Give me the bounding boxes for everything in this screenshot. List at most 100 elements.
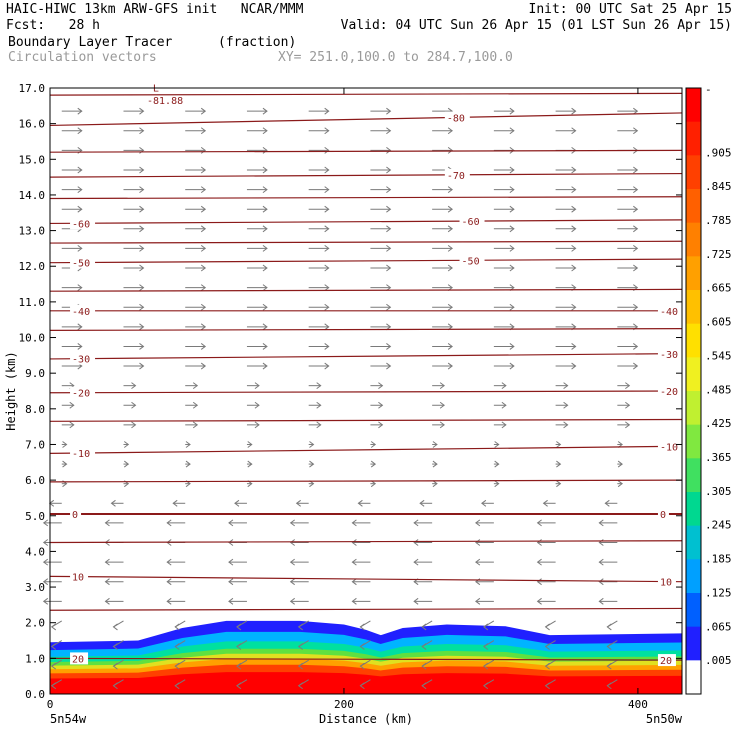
vector-arrowhead xyxy=(139,362,145,370)
vector-arrowhead xyxy=(571,186,577,193)
vector-arrowhead xyxy=(104,558,110,566)
y-tick-label: 17.0 xyxy=(19,82,46,95)
header-init: Init: 00 UTC Sat 25 Apr 15 xyxy=(528,2,733,17)
vector-arrowhead xyxy=(598,597,604,605)
vector-arrowhead xyxy=(236,682,242,690)
vector-arrowhead xyxy=(200,166,207,174)
y-axis-label: Height (km) xyxy=(4,351,18,430)
colorbar-swatch xyxy=(686,559,701,594)
contour-label-bg xyxy=(657,347,683,360)
contour-label-bg xyxy=(70,570,89,583)
vector-arrowhead xyxy=(254,401,260,409)
vector-arrowhead xyxy=(324,107,330,115)
vector-arrowhead xyxy=(413,558,419,566)
vector-arrowhead xyxy=(483,682,489,690)
vector-arrowhead xyxy=(604,499,610,507)
vector-arrowhead xyxy=(536,597,542,605)
vector-arrowhead xyxy=(501,421,507,429)
vector-arrowhead xyxy=(556,480,562,488)
contour-label-bg xyxy=(70,304,96,317)
vector-arrowhead xyxy=(447,245,453,252)
vector-arrowhead xyxy=(386,146,392,154)
vector-arrowhead xyxy=(166,578,172,586)
contour-label-bg xyxy=(70,386,96,399)
vector-arrowhead xyxy=(357,499,363,507)
vector-arrowhead xyxy=(262,146,268,154)
vector-arrowhead xyxy=(228,597,234,605)
vector-arrowhead xyxy=(254,382,260,390)
vector-arrowhead xyxy=(447,264,453,272)
y-tick-label: 16.0 xyxy=(19,118,46,131)
colorbar-swatch xyxy=(686,458,701,493)
colorbar-label: .485 xyxy=(705,383,732,396)
vector-arrowhead xyxy=(50,643,57,650)
vector-arrowhead xyxy=(324,186,330,193)
vector-arrowhead xyxy=(104,519,110,527)
contour-label: 20 xyxy=(72,654,84,665)
vector-arrowhead xyxy=(77,107,83,115)
vector-arrowhead xyxy=(262,343,268,350)
vector-arrowhead xyxy=(77,166,83,174)
vector-arrowhead xyxy=(633,245,639,252)
vector-arrowhead xyxy=(563,401,569,409)
vector-arrowhead xyxy=(598,519,604,527)
vector-arrowhead xyxy=(324,166,330,174)
colorbar-swatch xyxy=(686,593,701,628)
contour-label-bg xyxy=(657,654,676,667)
y-tick-label: 2.0 xyxy=(25,617,45,630)
vector-arrowhead xyxy=(200,303,207,311)
contour-label-bg xyxy=(70,507,82,520)
vector-arrowhead xyxy=(447,362,453,370)
vector-arrowhead xyxy=(262,166,268,174)
vector-arrowhead xyxy=(289,578,295,586)
vector-arrowhead xyxy=(509,107,515,115)
vector-arrowhead xyxy=(262,186,268,193)
vector-arrowhead xyxy=(139,343,145,350)
vector-arrowhead xyxy=(192,421,199,429)
vector-arrowhead xyxy=(386,264,392,272)
contour-label: -20 xyxy=(72,389,90,400)
vector-arrowhead xyxy=(200,362,207,370)
vector-arrowhead xyxy=(262,225,268,233)
contour-line xyxy=(49,445,683,454)
vector-arrowhead xyxy=(112,682,118,690)
x-tick-label: 400 xyxy=(628,698,648,711)
vector-arrowhead xyxy=(509,343,515,350)
vector-arrowhead xyxy=(432,441,438,448)
vector-arrowhead xyxy=(571,245,577,252)
y-tick-label: 13.0 xyxy=(19,225,46,238)
vector-arrowhead xyxy=(606,662,612,670)
vector-arrowhead xyxy=(297,623,303,631)
vector-arrowhead xyxy=(166,558,172,566)
vector-arrowhead xyxy=(262,245,268,252)
colorbar-swatch xyxy=(686,391,701,426)
vector-arrowhead xyxy=(185,441,191,448)
vector-arrowhead xyxy=(200,146,207,154)
vector-arrowhead xyxy=(262,205,268,213)
contour-line xyxy=(49,92,683,96)
vector-arrowhead xyxy=(324,127,330,135)
vector-arrowhead xyxy=(481,499,487,507)
contour-line xyxy=(49,328,683,331)
vector-arrowhead xyxy=(110,499,116,507)
vector-arrowhead xyxy=(542,499,548,507)
vector-arrowhead xyxy=(297,643,303,650)
vector-arrowhead xyxy=(262,127,268,135)
vector-arrowhead xyxy=(42,578,49,586)
vector-arrowhead xyxy=(228,558,234,566)
contour-line xyxy=(49,240,683,244)
vector-arrowhead xyxy=(370,460,377,468)
vector-arrowhead xyxy=(475,558,481,566)
vector-arrowhead xyxy=(77,127,83,135)
vector-arrowhead xyxy=(633,303,639,311)
vector-arrowhead xyxy=(139,303,145,311)
vector-arrowhead xyxy=(501,401,507,409)
vector-arrowhead xyxy=(359,682,365,690)
colorbar-label: .425 xyxy=(705,417,732,430)
vector-arrowhead xyxy=(316,382,322,390)
vector-arrowhead xyxy=(200,343,207,350)
y-tick-label: 10.0 xyxy=(19,332,46,345)
vector-arrowhead xyxy=(247,460,253,468)
vector-arrowhead xyxy=(413,519,419,527)
vector-arrowhead xyxy=(606,682,612,690)
